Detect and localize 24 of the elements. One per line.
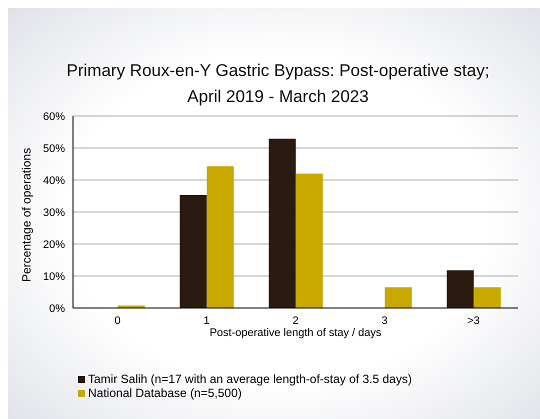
x-tick-label: >3 xyxy=(467,314,480,327)
y-tick-label: 20% xyxy=(42,238,66,251)
x-tick-label: 3 xyxy=(381,314,388,327)
x-tick-label: 0 xyxy=(114,314,121,327)
legend-label: Tamir Salih (n=17 with an average length-of-stay of 3.5 days) xyxy=(88,372,412,386)
y-tick-label: 50% xyxy=(42,142,66,155)
y-tick-label: 40% xyxy=(42,174,66,187)
y-axis-title: Percentage of operations xyxy=(19,148,34,282)
y-tick-label: 0% xyxy=(49,302,66,315)
bar xyxy=(384,287,412,308)
legend-label: National Database (n=5,500) xyxy=(88,386,242,400)
x-axis-title: Post-operative length of stay / days xyxy=(210,327,382,339)
y-tick-label: 60% xyxy=(42,110,66,123)
bar xyxy=(268,138,296,308)
x-tick-label: 1 xyxy=(203,314,210,327)
bar xyxy=(446,270,474,308)
x-tick-label: 2 xyxy=(292,314,299,327)
y-tick-label: 10% xyxy=(42,270,66,283)
chart-title: Primary Roux-en-Y Gastric Bypass: Post-operative stay; April 2019 - March 2023 xyxy=(66,60,490,108)
y-tick-label: 30% xyxy=(42,206,66,219)
bar xyxy=(180,195,207,308)
bar xyxy=(296,174,323,308)
bar xyxy=(206,166,234,308)
bar xyxy=(474,287,501,308)
